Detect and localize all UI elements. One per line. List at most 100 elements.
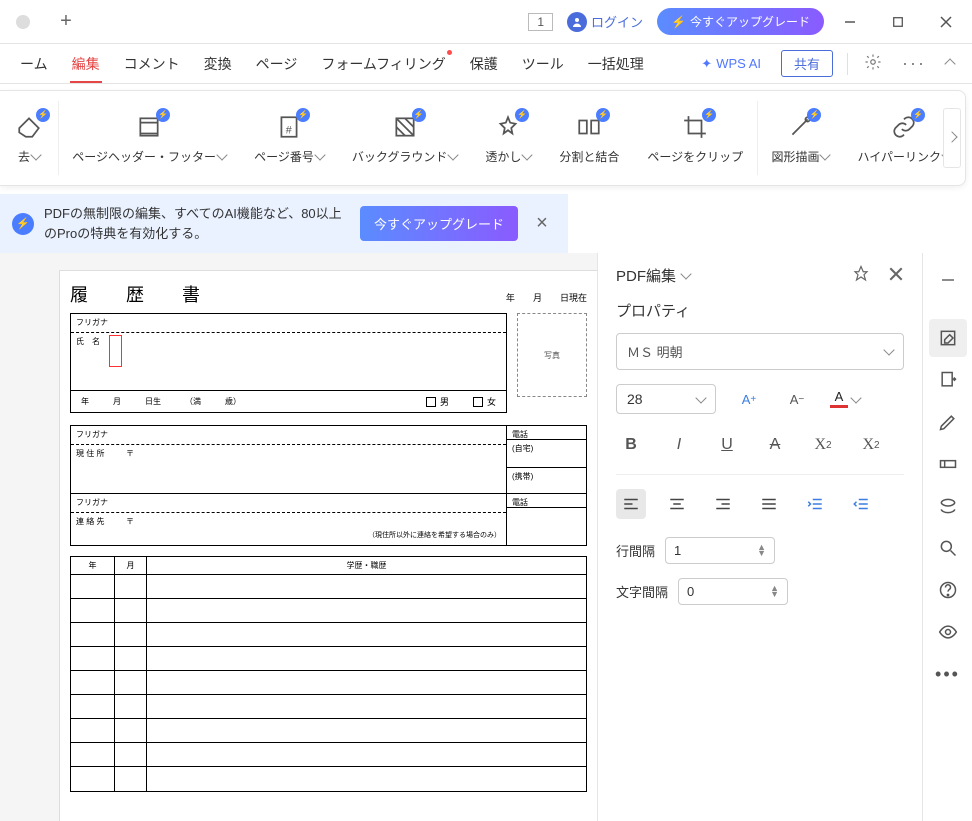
char-spacing-label: 文字間隔 [616, 582, 668, 601]
ribbon-draw-shape[interactable]: 図形描画 [757, 91, 843, 185]
new-tab-button[interactable]: + [52, 8, 80, 36]
ribbon-header-footer[interactable]: ページヘッダー・フッター [58, 91, 240, 185]
share-button[interactable]: 共有 [781, 50, 833, 77]
login-button[interactable]: ログイン [557, 12, 653, 32]
rail-pen-button[interactable] [929, 403, 967, 441]
ribbon-label: ページヘッダー・フッター [72, 148, 216, 165]
align-justify-button[interactable] [754, 489, 784, 519]
rail-layers-button[interactable] [929, 487, 967, 525]
ribbon-page-number[interactable]: # ページ番号 [240, 91, 338, 185]
properties-title: プロパティ [616, 300, 904, 321]
text-cursor[interactable] [109, 335, 122, 367]
header-footer-icon [134, 112, 164, 142]
font-select[interactable]: ＭＳ 明朝 [616, 333, 904, 370]
bolt-icon: ⚡ [671, 15, 686, 29]
banner-close-button[interactable]: × [528, 210, 556, 238]
decrease-font-button[interactable]: A− [782, 384, 812, 414]
wps-ai-button[interactable]: ✦ WPS AI [689, 56, 773, 72]
pro-badge-icon [412, 108, 426, 122]
ribbon-watermark[interactable]: 透かし [471, 91, 545, 185]
char-spacing-value: 0 [687, 584, 694, 599]
pro-badge-icon [515, 108, 529, 122]
superscript-button[interactable]: X2 [808, 430, 838, 460]
indent-decrease-button[interactable] [846, 489, 876, 519]
settings-button[interactable] [854, 47, 892, 80]
rail-export-button[interactable] [929, 361, 967, 399]
align-center-button[interactable] [662, 489, 692, 519]
align-right-button[interactable] [708, 489, 738, 519]
pin-button[interactable] [852, 265, 870, 286]
upgrade-label: 今すぐアップグレード [690, 13, 810, 30]
menu-batch[interactable]: 一括処理 [576, 46, 656, 82]
birth-row: 年月日生 （満歳） 男 女 [71, 391, 506, 412]
bolt-icon: ⚡ [12, 213, 34, 235]
chevron-down-icon[interactable] [680, 268, 691, 279]
menu-convert[interactable]: 変換 [192, 46, 244, 82]
menu-form-filling[interactable]: フォームフィリング [309, 46, 457, 82]
menu-page[interactable]: ページ [244, 46, 310, 82]
ribbon-clip-page[interactable]: ページをクリップ [633, 91, 757, 185]
ribbon-scroll-right[interactable] [943, 108, 961, 168]
rail-eye-button[interactable] [929, 613, 967, 651]
pro-badge-icon [296, 108, 310, 122]
ribbon-label: 図形描画 [771, 148, 819, 165]
stepper-icon[interactable]: ▲▼ [757, 545, 766, 556]
rail-min-button[interactable] [929, 261, 967, 299]
rail-search-button[interactable] [929, 529, 967, 567]
align-left-button[interactable] [616, 489, 646, 519]
line-spacing-label: 行間隔 [616, 541, 655, 560]
banner-upgrade-button[interactable]: 今すぐアップグレード [360, 206, 518, 241]
font-size-select[interactable]: 28 [616, 384, 716, 414]
titlebar: + 1 ログイン ⚡ 今すぐアップグレード [0, 0, 972, 44]
close-panel-button[interactable] [888, 266, 904, 285]
pro-badge-icon [807, 108, 821, 122]
ai-sparkle-icon: ✦ [701, 56, 712, 72]
stepper-icon[interactable]: ▲▼ [770, 586, 779, 597]
subscript-button[interactable]: X2 [856, 430, 886, 460]
ribbon-label: 去 [18, 148, 30, 165]
svg-text:#: # [286, 124, 292, 136]
photo-box[interactable]: 写真 [517, 313, 587, 397]
italic-button[interactable]: I [664, 430, 694, 460]
maximize-button[interactable] [876, 4, 920, 40]
line-spacing-input[interactable]: 1 ▲▼ [665, 537, 775, 564]
ribbon-label: ハイパーリンク [857, 148, 941, 165]
char-spacing-input[interactable]: 0 ▲▼ [678, 578, 788, 605]
erase-icon [14, 112, 44, 142]
more-button[interactable]: ··· [892, 47, 936, 80]
tab-strip: + [0, 8, 80, 36]
increase-font-button[interactable]: A+ [734, 384, 764, 414]
strikethrough-button[interactable]: A [760, 430, 790, 460]
menu-comment[interactable]: コメント [112, 46, 192, 82]
close-button[interactable] [924, 4, 968, 40]
document-tab[interactable] [16, 15, 30, 29]
rail-field-button[interactable] [929, 445, 967, 483]
upgrade-banner: ⚡ PDFの無制限の編集、すべてのAI機能など、80以上のProの特典を有効化す… [0, 194, 568, 253]
link-icon [889, 112, 919, 142]
ribbon-erase[interactable]: 去 [0, 91, 58, 185]
login-label: ログイン [591, 12, 643, 31]
indent-increase-button[interactable] [800, 489, 830, 519]
page-number-icon: # [274, 112, 304, 142]
menu-edit[interactable]: 編集 [60, 46, 112, 82]
rail-more-button[interactable]: ••• [929, 655, 967, 693]
canvas-area[interactable]: 履 歴 書 年 月 日現在 フリガナ 氏 名 年 [0, 253, 597, 821]
ribbon-split-merge[interactable]: 分割と結合 [545, 91, 633, 185]
menu-tools[interactable]: ツール [510, 46, 576, 82]
menu-home[interactable]: ーム [8, 46, 60, 82]
rail-edit-button[interactable] [929, 319, 967, 357]
bold-button[interactable]: B [616, 430, 646, 460]
counter-box[interactable]: 1 [528, 13, 553, 31]
rail-help-button[interactable] [929, 571, 967, 609]
minimize-button[interactable] [828, 4, 872, 40]
collapse-ribbon-button[interactable] [936, 50, 964, 77]
ribbon-label: 透かし [485, 148, 521, 165]
shape-icon [785, 112, 815, 142]
document-page[interactable]: 履 歴 書 年 月 日現在 フリガナ 氏 名 年 [60, 271, 597, 821]
menu-protect[interactable]: 保護 [458, 46, 510, 82]
font-color-button[interactable]: A [830, 384, 860, 414]
underline-button[interactable]: U [712, 430, 742, 460]
upgrade-button[interactable]: ⚡ 今すぐアップグレード [657, 8, 824, 35]
ribbon-label: ページをクリップ [647, 148, 743, 165]
ribbon-background[interactable]: バックグラウンド [338, 91, 472, 185]
